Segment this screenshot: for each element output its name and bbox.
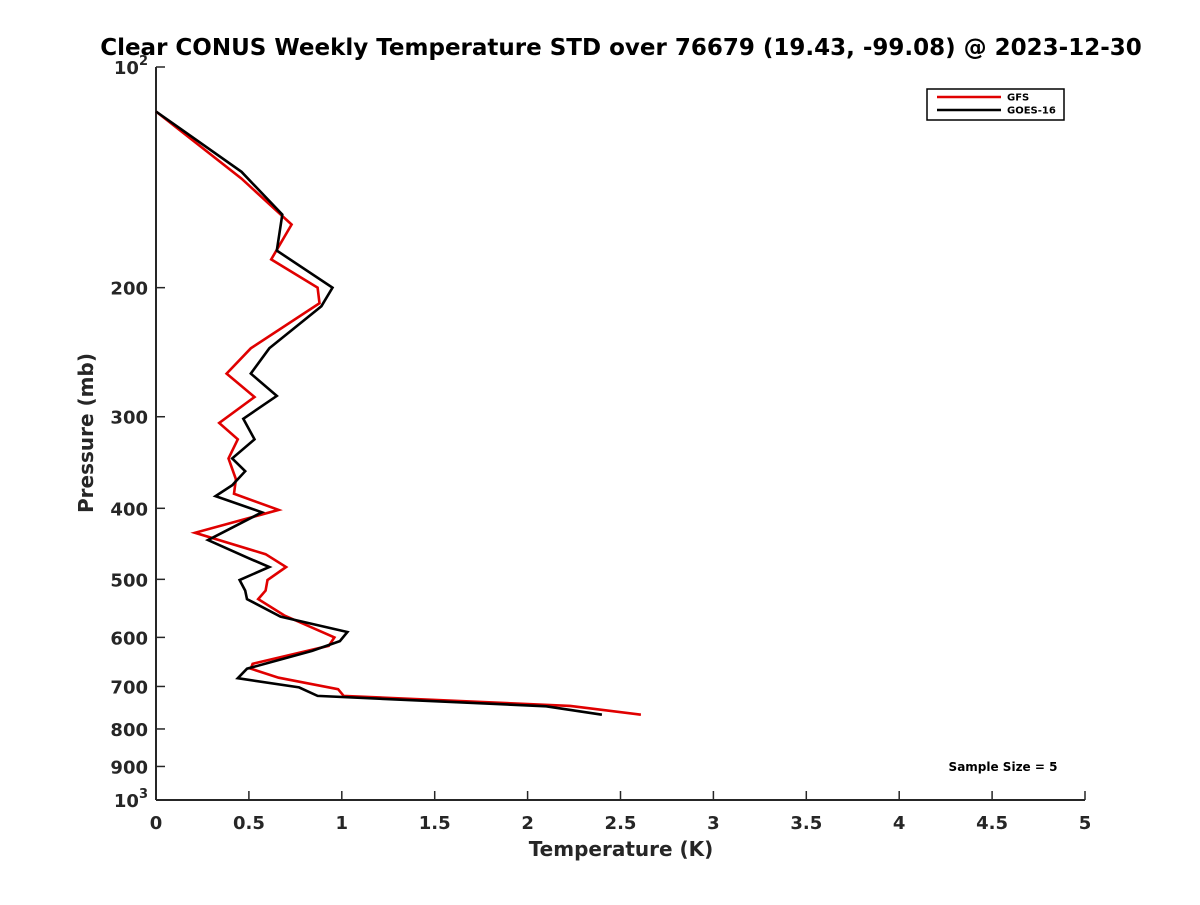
legend: GFS GOES-16 <box>926 88 1065 121</box>
x-axis-label: Temperature (K) <box>529 837 714 861</box>
legend-box <box>926 88 1065 121</box>
x-tick-label: 3.5 <box>790 813 822 834</box>
x-tick-label: 0 <box>150 813 163 834</box>
ticks: 0 0.5 1 1.5 2 2.5 3 3.5 4 4.5 5 102 200 300 400 500 600 7… <box>110 54 1091 834</box>
y-tick-label: 200 <box>110 279 148 300</box>
x-tick-label: 2 <box>521 813 534 834</box>
x-tick-label: 4.5 <box>976 813 1008 834</box>
sample-size-annotation: Sample Size = 5 <box>949 760 1058 774</box>
legend-label-goes-16: GOES-16 <box>1007 106 1056 117</box>
y-tick-label: 103 <box>114 787 148 812</box>
axes <box>155 67 1085 801</box>
x-tick-label: 0.5 <box>233 813 265 834</box>
series-lines <box>155 110 642 716</box>
x-tick-label: 1.5 <box>419 813 451 834</box>
y-tick-label: 900 <box>110 757 148 778</box>
legend-label-gfs: GFS <box>1007 93 1029 104</box>
y-tick-label: 700 <box>110 677 148 698</box>
series-line-goes-16 <box>155 110 603 716</box>
y-tick-label: 600 <box>110 628 148 649</box>
x-tick-label: 1 <box>336 813 349 834</box>
y-tick-label: 300 <box>110 408 148 429</box>
y-axis-label: Pressure (mb) <box>74 353 98 513</box>
y-tick-label: 102 <box>114 54 148 79</box>
y-tick-label: 500 <box>110 570 148 591</box>
series-line-gfs <box>155 110 642 716</box>
chart-title: Clear CONUS Weekly Temperature STD over … <box>100 35 1142 61</box>
x-tick-label: 3 <box>707 813 720 834</box>
x-tick-label: 4 <box>893 813 906 834</box>
y-tick-label: 800 <box>110 720 148 741</box>
y-tick-label: 400 <box>110 499 148 520</box>
x-tick-label: 2.5 <box>605 813 637 834</box>
x-tick-label: 5 <box>1079 813 1092 834</box>
